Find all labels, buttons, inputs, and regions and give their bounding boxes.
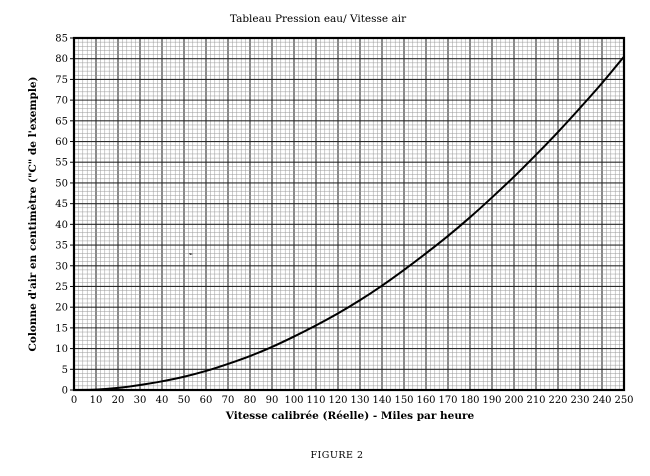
data-point	[271, 346, 273, 348]
x-tick-label: 200	[504, 395, 523, 406]
x-tick-label: 100	[284, 395, 303, 406]
y-axis-label: Colonne d'air en centimètre ("C" de l'ex…	[27, 76, 39, 351]
data-point	[117, 387, 119, 389]
series-line-0	[73, 55, 625, 391]
x-tick-label: 30	[134, 395, 147, 406]
data-point	[95, 388, 97, 391]
x-tick-label: 160	[416, 395, 435, 406]
x-tick-label: 150	[394, 395, 413, 406]
data-point	[183, 375, 185, 378]
x-tick-label: 240	[592, 395, 611, 406]
data-point	[139, 384, 141, 386]
data-point	[425, 252, 427, 255]
y-tick-label: 45	[55, 199, 68, 210]
data-point	[337, 312, 339, 315]
data-point	[227, 363, 229, 365]
data-point	[469, 216, 471, 219]
data-point	[249, 355, 251, 357]
x-tick-labels: 0 10 20 30 40 50 60 70 80 90 100 110 120 130 140 150 160…	[71, 395, 634, 406]
data-point	[359, 299, 361, 302]
data-point	[557, 131, 559, 133]
x-tick-label: 220	[548, 395, 567, 406]
data-point	[535, 153, 537, 156]
y-tick-label: 0	[62, 386, 68, 397]
grid-layer	[73, 37, 625, 391]
figure-caption: FIGURE 2	[310, 450, 363, 461]
x-tick-label: 140	[372, 395, 391, 406]
series-layer	[73, 55, 625, 391]
data-point	[381, 284, 383, 287]
x-tick-label: 90	[266, 395, 279, 406]
axis-frame	[70, 36, 626, 392]
data-point	[205, 370, 207, 372]
data-point	[447, 235, 449, 237]
y-tick-label: 30	[55, 261, 68, 272]
y-tick-label: 10	[55, 344, 68, 355]
data-point	[293, 335, 295, 338]
x-tick-label: 180	[460, 395, 479, 406]
x-tick-label: 170	[438, 395, 457, 406]
x-tick-label: 110	[306, 395, 325, 406]
x-tick-label: 190	[482, 395, 501, 406]
x-tick-label: 20	[112, 395, 125, 406]
y-tick-label: 20	[55, 303, 68, 314]
y-tick-labels: 0 5 10 15 20 25 30 35 40 45 50 55 60 65 70 75 80 85	[55, 34, 68, 397]
data-point	[601, 82, 603, 85]
y-tick-label: 15	[55, 323, 68, 334]
data-point	[161, 380, 163, 383]
y-tick-label: 65	[55, 116, 68, 127]
x-tick-label: 130	[350, 395, 369, 406]
y-tick-label: 85	[55, 34, 68, 45]
x-axis-label: Vitesse calibrée (Réelle) - Miles par he…	[225, 410, 475, 422]
y-tick-label: 40	[55, 220, 68, 231]
plot-frame	[72, 36, 626, 392]
y-tick-label: 5	[62, 365, 68, 376]
y-tick-label: 35	[55, 241, 68, 252]
y-tick-label: 80	[55, 54, 68, 65]
x-tick-label: 120	[328, 395, 347, 406]
x-tick-label: 80	[244, 395, 257, 406]
x-tick-label: 50	[178, 395, 191, 406]
y-tick-label: 25	[55, 282, 68, 293]
chart-title: Tableau Pression eau/ Vitesse air	[230, 13, 407, 25]
x-tick-label: 210	[526, 395, 545, 406]
data-point	[73, 389, 75, 391]
x-tick-label: 250	[614, 395, 633, 406]
y-tick-label: 55	[55, 158, 68, 169]
y-tick-label: 70	[55, 96, 68, 107]
data-point	[491, 196, 493, 199]
data-point	[513, 175, 515, 178]
y-tick-label: 50	[55, 178, 68, 189]
data-point	[623, 55, 625, 58]
y-tick-label: 75	[55, 75, 68, 86]
x-tick-label: 40	[156, 395, 169, 406]
x-tick-label: 60	[200, 395, 213, 406]
x-tick-label: 10	[90, 395, 103, 406]
x-tick-label: 0	[71, 395, 77, 406]
data-point	[315, 324, 317, 327]
scan-mark	[189, 253, 193, 255]
y-tick-label: 60	[55, 137, 68, 148]
x-tick-label: 230	[570, 395, 589, 406]
stray-marks	[189, 253, 193, 255]
data-point	[403, 269, 405, 271]
data-point	[579, 107, 581, 109]
x-tick-label: 70	[222, 395, 235, 406]
